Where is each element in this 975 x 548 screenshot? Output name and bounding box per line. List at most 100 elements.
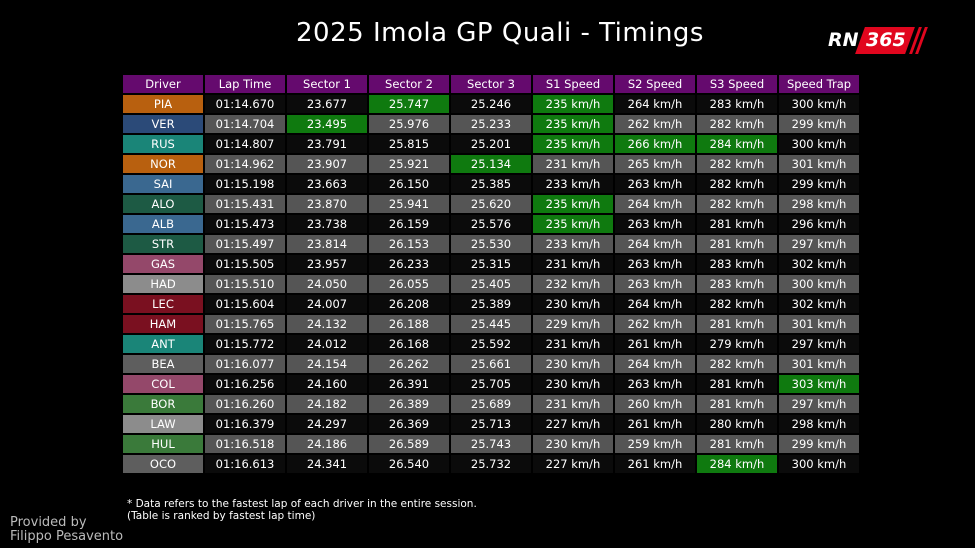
data-cell: 25.921 [369, 155, 449, 173]
data-cell: 25.592 [451, 335, 531, 353]
data-cell: 284 km/h [697, 135, 777, 153]
data-cell: 23.495 [287, 115, 367, 133]
data-cell: 26.233 [369, 255, 449, 273]
data-cell: 300 km/h [779, 135, 859, 153]
data-cell: 263 km/h [615, 275, 695, 293]
data-cell: 282 km/h [697, 115, 777, 133]
table-row: PIA 01:14.670 23.677 25.747 25.246 235 km/h 26… [123, 95, 859, 113]
data-cell: 25.576 [451, 215, 531, 233]
data-cell: 281 km/h [697, 235, 777, 253]
data-cell: 26.208 [369, 295, 449, 313]
data-cell: 26.391 [369, 375, 449, 393]
data-cell: 01:15.198 [205, 175, 285, 193]
data-cell: 25.233 [451, 115, 531, 133]
data-cell: 01:15.473 [205, 215, 285, 233]
table-row: STR 01:15.497 23.814 26.153 25.530 233 km/h 26… [123, 235, 859, 253]
column-header: Sector 2 [369, 75, 449, 93]
data-cell: 263 km/h [615, 255, 695, 273]
data-cell: 01:14.670 [205, 95, 285, 113]
data-cell: 279 km/h [697, 335, 777, 353]
data-cell: 297 km/h [779, 395, 859, 413]
data-cell: 01:14.807 [205, 135, 285, 153]
data-cell: 233 km/h [533, 175, 613, 193]
data-cell: 281 km/h [697, 315, 777, 333]
data-cell: 300 km/h [779, 275, 859, 293]
driver-cell: VER [123, 115, 203, 133]
data-cell: 23.677 [287, 95, 367, 113]
data-cell: 23.663 [287, 175, 367, 193]
driver-cell: COL [123, 375, 203, 393]
driver-cell: HUL [123, 435, 203, 453]
data-cell: 26.389 [369, 395, 449, 413]
data-cell: 298 km/h [779, 195, 859, 213]
data-cell: 26.262 [369, 355, 449, 373]
data-cell: 25.445 [451, 315, 531, 333]
data-cell: 230 km/h [533, 295, 613, 313]
data-cell: 26.168 [369, 335, 449, 353]
table-row: LAW 01:16.379 24.297 26.369 25.713 227 km/h 26… [123, 415, 859, 433]
data-cell: 263 km/h [615, 215, 695, 233]
data-cell: 227 km/h [533, 455, 613, 473]
data-cell: 24.341 [287, 455, 367, 473]
data-cell: 01:14.704 [205, 115, 285, 133]
data-cell: 25.661 [451, 355, 531, 373]
table-row: SAI 01:15.198 23.663 26.150 25.385 233 km/h 26… [123, 175, 859, 193]
data-cell: 26.153 [369, 235, 449, 253]
data-cell: 24.132 [287, 315, 367, 333]
data-cell: 299 km/h [779, 435, 859, 453]
data-cell: 24.182 [287, 395, 367, 413]
table-row: HAD 01:15.510 24.050 26.055 25.405 232 km/h 26… [123, 275, 859, 293]
data-cell: 24.160 [287, 375, 367, 393]
title: 2025 Imola GP Quali - Timings [296, 18, 704, 48]
table-row: VER 01:14.704 23.495 25.976 25.233 235 km/h 26… [123, 115, 859, 133]
timings-table: Driver Lap Time Sector 1 Sector 2 Sector 3 S1… [121, 73, 861, 475]
footnote-line: (Table is ranked by fastest lap time) [127, 510, 316, 522]
data-cell: 301 km/h [779, 315, 859, 333]
data-cell: 227 km/h [533, 415, 613, 433]
data-cell: 26.055 [369, 275, 449, 293]
data-cell: 231 km/h [533, 155, 613, 173]
data-cell: 261 km/h [615, 455, 695, 473]
data-cell: 26.369 [369, 415, 449, 433]
table-row: LEC 01:15.604 24.007 26.208 25.389 230 km/h 26… [123, 295, 859, 313]
data-cell: 26.159 [369, 215, 449, 233]
logo-text: 365 [866, 29, 906, 51]
data-cell: 01:15.510 [205, 275, 285, 293]
data-cell: 262 km/h [615, 315, 695, 333]
data-cell: 24.050 [287, 275, 367, 293]
data-cell: 282 km/h [697, 295, 777, 313]
data-cell: 25.385 [451, 175, 531, 193]
data-cell: 25.747 [369, 95, 449, 113]
table-row: NOR 01:14.962 23.907 25.921 25.134 231 km/h 26… [123, 155, 859, 173]
table-row: GAS 01:15.505 23.957 26.233 25.315 231 km/h 26… [123, 255, 859, 273]
data-cell: 235 km/h [533, 95, 613, 113]
column-header: Sector 3 [451, 75, 531, 93]
data-cell: 230 km/h [533, 355, 613, 373]
data-cell: 24.012 [287, 335, 367, 353]
data-cell: 24.007 [287, 295, 367, 313]
data-cell: 23.907 [287, 155, 367, 173]
table-row: RUS 01:14.807 23.791 25.815 25.201 235 km/h 26… [123, 135, 859, 153]
data-cell: 301 km/h [779, 355, 859, 373]
data-cell: 230 km/h [533, 435, 613, 453]
data-cell: 303 km/h [779, 375, 859, 393]
table-row: BOR 01:16.260 24.182 26.389 25.689 231 km/h 26… [123, 395, 859, 413]
data-cell: 25.713 [451, 415, 531, 433]
driver-cell: SAI [123, 175, 203, 193]
data-cell: 300 km/h [779, 455, 859, 473]
data-cell: 26.188 [369, 315, 449, 333]
data-cell: 23.870 [287, 195, 367, 213]
data-cell: 25.976 [369, 115, 449, 133]
driver-cell: ALB [123, 215, 203, 233]
data-cell: 25.134 [451, 155, 531, 173]
data-cell: 261 km/h [615, 335, 695, 353]
data-cell: 262 km/h [615, 115, 695, 133]
data-cell: 235 km/h [533, 215, 613, 233]
data-cell: 01:16.260 [205, 395, 285, 413]
data-cell: 01:15.431 [205, 195, 285, 213]
data-cell: 283 km/h [697, 95, 777, 113]
driver-cell: GAS [123, 255, 203, 273]
data-cell: 25.405 [451, 275, 531, 293]
data-cell: 25.389 [451, 295, 531, 313]
data-cell: 299 km/h [779, 115, 859, 133]
